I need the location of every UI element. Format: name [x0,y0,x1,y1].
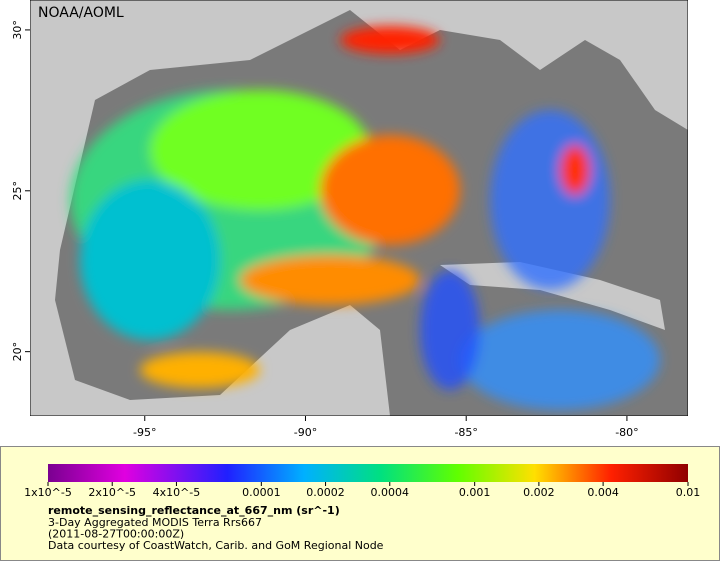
cuba [440,262,665,330]
colorbar [48,464,688,482]
colorbar-tick-label: 4x10^-5 [153,486,201,499]
colorbar-tick-label: 0.001 [459,486,491,499]
colorbar-tick-label: 0.002 [523,486,555,499]
land [30,0,688,416]
colorbar-tick-label: 0.01 [676,486,701,499]
credit: NOAA/AOML [38,5,124,21]
y-tick-label: 25° [11,181,24,201]
reflectance-field [70,26,660,410]
colorbar-tick-label: 0.0002 [306,486,345,499]
caption-line: Data courtesy of CoastWatch, Carib. and … [48,539,384,552]
caption-line: (2011-08-27T00:00:00Z) [48,528,184,541]
x-tick-label: -90° [294,426,317,439]
map [30,0,688,416]
colorbar-tick-label: 2x10^-5 [88,486,136,499]
colorbar-tick-label: 0.0004 [371,486,410,499]
colorbar-tick-label: 0.004 [587,486,619,499]
y-tick-label: 30° [11,20,24,39]
x-tick-label: -95° [133,426,156,439]
variable-name: remote_sensing_reflectance_at_667_nm (sr… [48,504,340,517]
caption-line: 3-Day Aggregated MODIS Terra Rrs667 [48,516,262,529]
x-tick-label: -80° [615,426,638,439]
x-tick-label: -85° [454,426,477,439]
colorbar-tick-label: 1x10^-5 [24,486,72,499]
colorbar-tick-label: 0.0001 [242,486,281,499]
y-tick-label: 20° [11,342,24,362]
